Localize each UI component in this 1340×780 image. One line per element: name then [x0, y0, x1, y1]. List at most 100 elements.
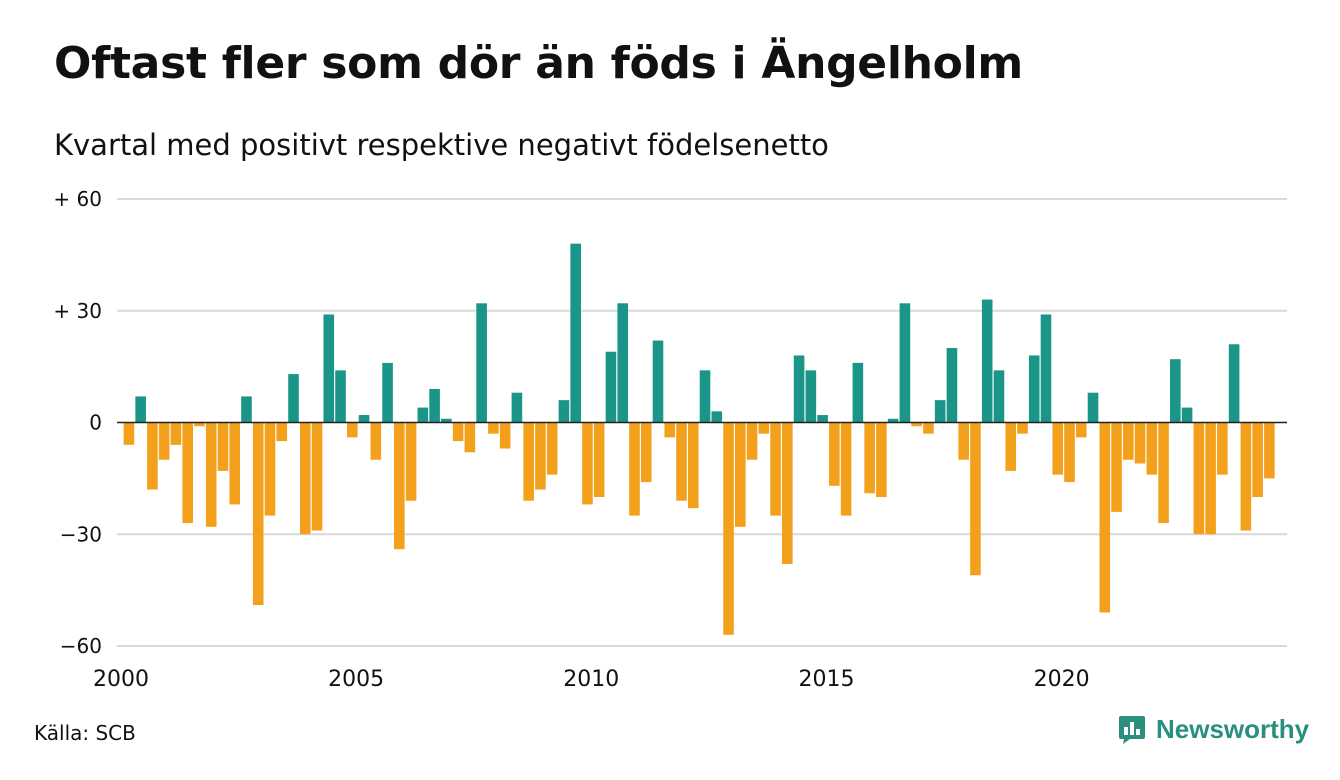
source-note: Källa: SCB	[34, 721, 136, 745]
bar	[687, 422, 699, 509]
bar	[452, 422, 464, 442]
bar	[335, 370, 346, 423]
bar-chart-logo-icon	[1119, 715, 1145, 744]
bar	[605, 351, 617, 423]
y-tick-label: −60	[60, 634, 102, 658]
bar	[1017, 422, 1028, 434]
bar	[629, 422, 640, 516]
bar	[617, 303, 629, 423]
x-tick-label: 2000	[93, 667, 149, 692]
bar	[323, 314, 335, 423]
bar	[770, 422, 781, 516]
chart-title: Oftast fler som dör än föds i Ängelholm	[54, 38, 1023, 89]
bar	[229, 422, 241, 505]
bar	[758, 422, 770, 434]
bar	[1181, 407, 1193, 423]
bar	[652, 340, 664, 423]
bar	[782, 422, 793, 565]
bar	[746, 422, 758, 460]
bar	[876, 422, 887, 497]
bar	[829, 422, 840, 486]
bar	[158, 422, 170, 460]
bar	[147, 422, 158, 490]
y-tick-label: −30	[60, 522, 102, 546]
bar	[182, 422, 193, 524]
bar	[441, 418, 452, 423]
bar	[311, 422, 323, 531]
bar	[405, 422, 417, 501]
y-tick-label: + 30	[53, 299, 102, 323]
bar	[1122, 422, 1134, 460]
x-tick-label: 2005	[328, 667, 384, 692]
bar	[1134, 422, 1146, 464]
bar	[1217, 422, 1228, 475]
bar	[523, 422, 534, 501]
bar	[852, 362, 864, 423]
bar	[1193, 422, 1205, 535]
x-tick-label: 2020	[1034, 667, 1090, 692]
bar	[593, 422, 605, 497]
bar	[676, 422, 687, 501]
bar	[464, 422, 476, 453]
bar	[546, 422, 558, 475]
bar	[664, 422, 676, 438]
bar	[817, 415, 828, 423]
bar	[358, 415, 370, 423]
x-axis-labels: 2000 2005 2010 2015 2020	[93, 667, 1090, 692]
bar	[805, 370, 817, 423]
bar	[899, 303, 911, 423]
bar	[946, 348, 958, 423]
y-axis-labels: + 60 + 30 0 −30 −60	[53, 187, 102, 658]
bar	[205, 422, 217, 527]
bar	[864, 422, 875, 494]
bars	[123, 243, 1275, 635]
bar	[476, 303, 487, 423]
bar	[1228, 344, 1240, 423]
grid-lines	[117, 198, 1287, 647]
bar	[499, 422, 511, 449]
chart-subtitle: Kvartal med positivt respektive negativt…	[54, 128, 829, 162]
bar	[1028, 355, 1040, 423]
brand-name: Newsworthy	[1156, 714, 1310, 744]
bar	[535, 422, 546, 490]
y-tick-label: + 60	[53, 187, 102, 211]
bar	[699, 370, 711, 423]
bar	[1087, 392, 1099, 423]
bar	[417, 407, 429, 423]
bar	[734, 422, 746, 527]
bar	[1158, 422, 1169, 524]
bar	[299, 422, 311, 535]
y-tick-label: 0	[89, 411, 102, 435]
bar	[135, 396, 146, 423]
bar	[488, 422, 499, 434]
x-tick-label: 2015	[798, 667, 854, 692]
bar	[1146, 422, 1158, 475]
bar	[934, 400, 946, 423]
bar	[993, 370, 1005, 423]
bar	[1240, 422, 1252, 531]
bar	[429, 388, 440, 423]
bar	[981, 299, 993, 423]
bar	[558, 400, 570, 423]
bar	[958, 422, 969, 460]
bar	[370, 422, 382, 460]
bar	[1099, 422, 1111, 613]
bar	[840, 422, 852, 516]
bar	[276, 422, 288, 442]
bar	[1005, 422, 1017, 471]
x-tick-label: 2010	[563, 667, 619, 692]
bar	[170, 422, 182, 445]
bar	[252, 422, 264, 606]
bar	[911, 422, 922, 427]
bar	[1052, 422, 1064, 475]
brand-logo: Newsworthy	[1118, 714, 1309, 745]
bar	[123, 422, 135, 445]
bar	[570, 243, 581, 423]
bar	[394, 422, 405, 550]
bar	[217, 422, 229, 471]
bar	[511, 392, 523, 423]
bar	[194, 422, 205, 427]
bar	[1252, 422, 1263, 497]
bar	[640, 422, 652, 483]
